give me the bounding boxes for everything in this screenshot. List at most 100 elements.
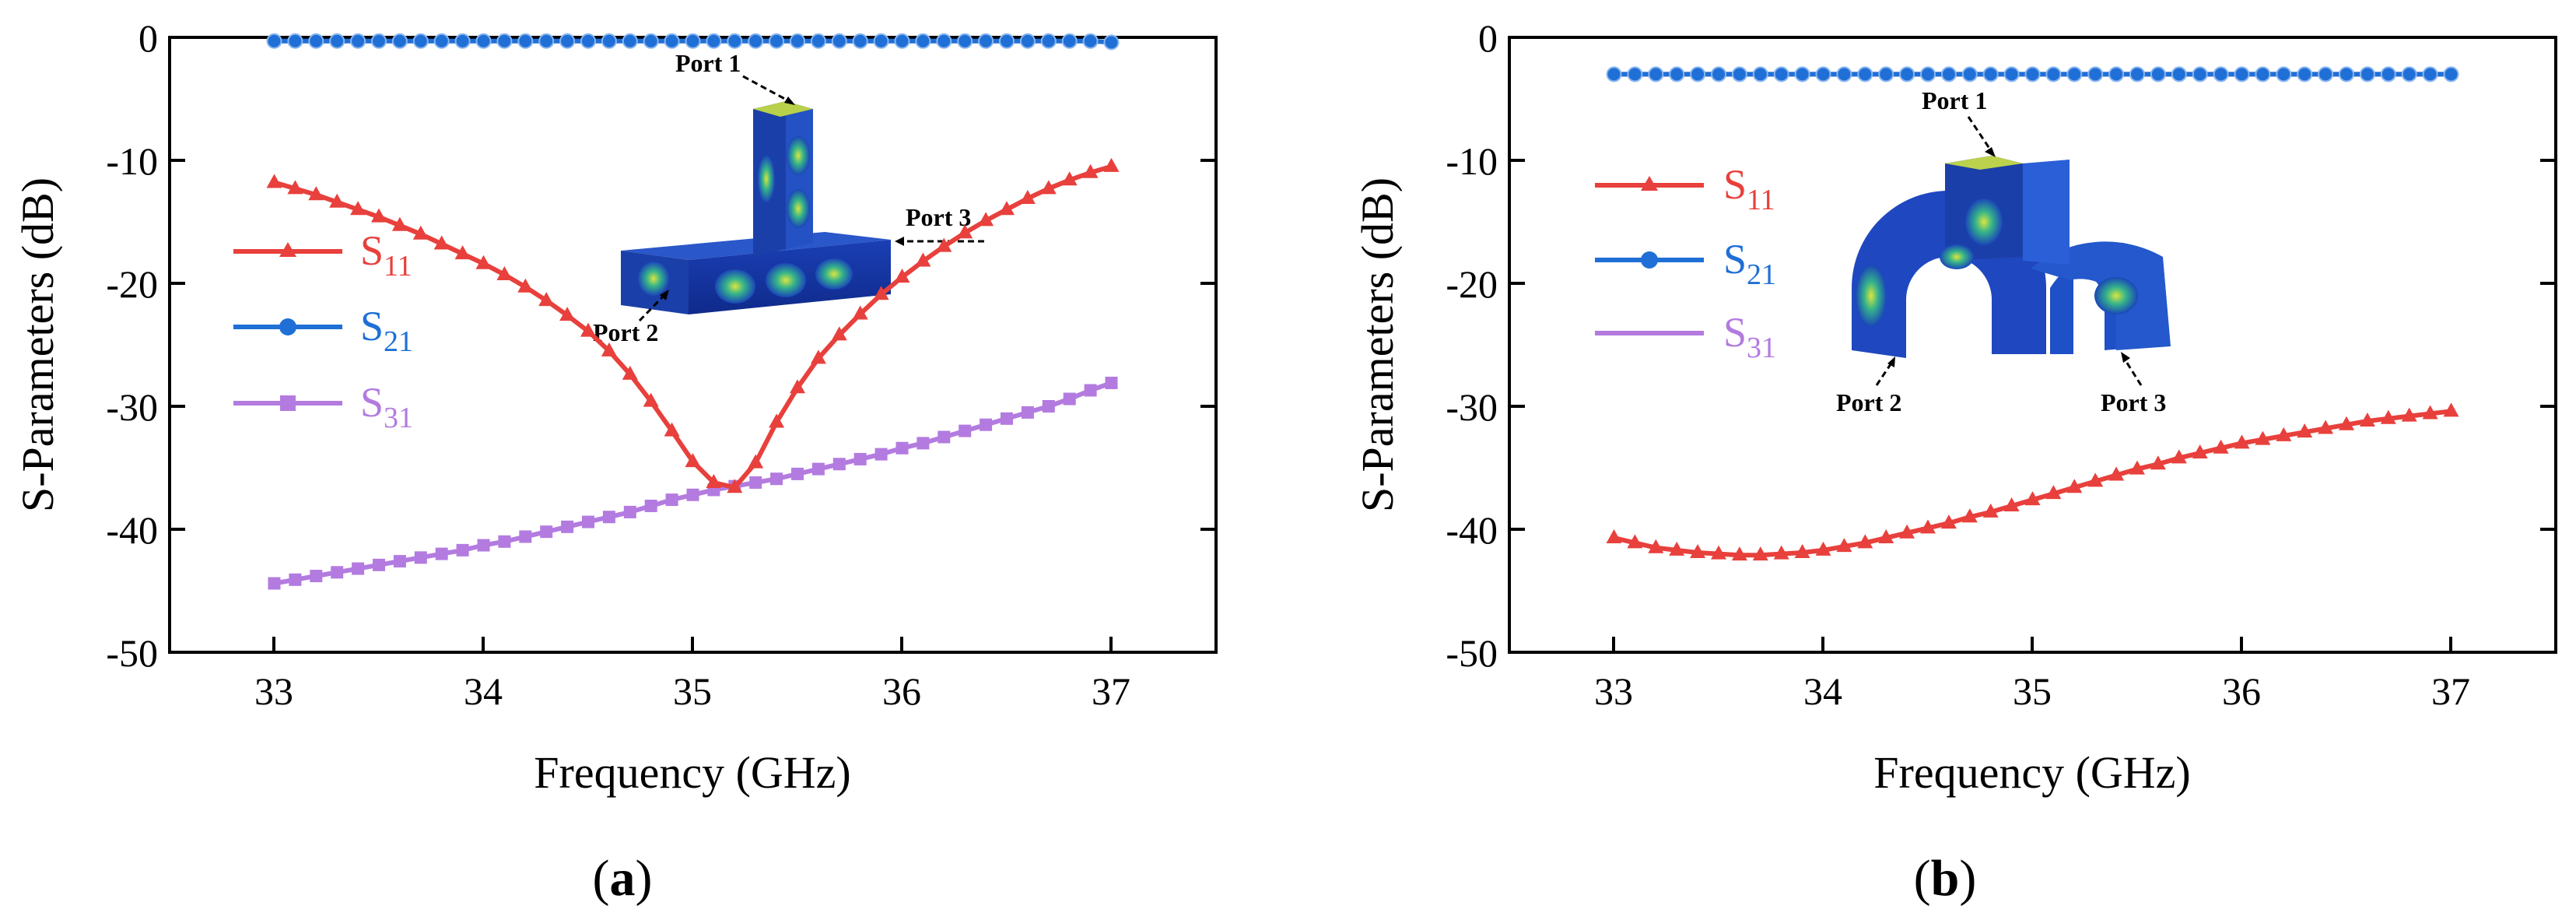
data-point-s21 xyxy=(2380,66,2396,83)
data-point-s21 xyxy=(1019,33,1036,49)
data-point-s11 xyxy=(391,216,408,231)
x-tick-label: 33 xyxy=(254,669,293,713)
data-point-s31 xyxy=(289,573,302,586)
inset-stem-front xyxy=(2023,160,2070,265)
data-point-s11 xyxy=(2339,416,2354,430)
data-point-s21 xyxy=(831,33,847,49)
data-point-s21 xyxy=(1103,34,1120,51)
legend-item-s21: S21 xyxy=(233,303,413,358)
data-point-s11 xyxy=(664,422,680,437)
legend-label: S11 xyxy=(1723,161,1775,216)
panel-b: 33 34 35 36 37 0 -10 -20 -30 -40 -50 Fre… xyxy=(1352,16,2557,798)
data-point-s21 xyxy=(1920,66,1936,83)
data-point-s21 xyxy=(559,33,576,49)
data-point-s21 xyxy=(308,33,324,49)
legend-label: S31 xyxy=(1723,309,1776,364)
arrowhead xyxy=(2121,352,2130,363)
data-point-s21 xyxy=(664,33,680,49)
data-point-s21 xyxy=(1711,66,1726,83)
data-point-s11 xyxy=(1103,157,1120,172)
data-point-s11 xyxy=(287,180,303,195)
arrowhead xyxy=(895,237,904,246)
data-point-s11 xyxy=(2192,444,2208,459)
data-point-s11 xyxy=(957,224,973,239)
data-point-s31 xyxy=(1021,406,1034,419)
data-point-s11 xyxy=(475,255,492,269)
data-point-s21 xyxy=(1961,66,1978,83)
data-point-s31 xyxy=(665,493,678,507)
data-point-s11 xyxy=(1711,545,1726,560)
data-point-s21 xyxy=(978,33,994,49)
data-point-s11 xyxy=(2276,427,2292,441)
y-tick-label: -40 xyxy=(106,508,158,552)
data-point-s11 xyxy=(706,473,722,488)
data-point-s21 xyxy=(915,33,931,49)
data-point-s11 xyxy=(350,201,366,216)
data-point-s21 xyxy=(957,33,973,49)
port-2-arrow xyxy=(638,293,667,322)
axis-ticks xyxy=(1509,159,2556,652)
data-point-s11 xyxy=(412,225,429,240)
data-point-s11 xyxy=(580,322,596,337)
data-point-s21 xyxy=(2171,66,2187,83)
y-tick-label: -20 xyxy=(1446,262,1498,306)
data-point-s21 xyxy=(1690,66,1706,83)
data-point-s11 xyxy=(936,237,952,252)
inset-field-spot xyxy=(2094,277,2138,314)
data-point-s21 xyxy=(2401,66,2417,83)
data-point-s31 xyxy=(373,558,385,571)
data-point-s11 xyxy=(2108,466,2125,481)
data-point-s11 xyxy=(2380,409,2396,424)
inset-field-spot xyxy=(758,156,775,202)
data-point-s21 xyxy=(1940,66,1957,83)
data-point-s21 xyxy=(748,33,764,49)
data-point-s11 xyxy=(748,454,764,469)
data-point-s11 xyxy=(2066,479,2083,493)
data-point-s31 xyxy=(331,566,344,579)
x-tick-label: 35 xyxy=(673,669,712,713)
axis-ticks xyxy=(170,36,1216,654)
legend-label: S11 xyxy=(360,227,412,283)
data-point-s31 xyxy=(352,562,365,575)
data-point-s21 xyxy=(2192,66,2208,83)
data-point-s11 xyxy=(1061,171,1078,186)
data-point-s11 xyxy=(1899,524,1915,539)
port-3-label: Port 3 xyxy=(906,203,971,231)
data-point-s21 xyxy=(2024,66,2041,83)
data-point-s21 xyxy=(2359,66,2375,83)
data-point-s11 xyxy=(517,278,534,293)
plot-frame xyxy=(168,36,1218,654)
data-point-s31 xyxy=(791,467,804,480)
y-tick-label: -50 xyxy=(106,631,158,675)
data-point-s11 xyxy=(1731,546,1747,561)
data-point-s11 xyxy=(433,235,450,250)
x-tick-label: 35 xyxy=(2013,669,2052,713)
data-point-s11 xyxy=(852,305,868,320)
data-point-s21 xyxy=(622,33,638,49)
data-point-s11 xyxy=(1082,163,1099,178)
data-point-s21 xyxy=(2213,66,2229,83)
data-point-s11 xyxy=(601,342,617,356)
data-point-s31 xyxy=(644,499,657,512)
port-1-arrow xyxy=(1967,116,1993,153)
arrowhead xyxy=(660,290,669,300)
data-point-s21 xyxy=(2045,66,2062,83)
data-point-s21 xyxy=(1899,66,1915,83)
data-point-s21 xyxy=(706,33,722,49)
data-point-s21 xyxy=(1773,66,1789,83)
data-point-s21 xyxy=(852,33,868,49)
y-tick-label: 0 xyxy=(138,16,158,60)
data-point-s21 xyxy=(999,33,1015,49)
port-3-label: Port 3 xyxy=(2101,388,2166,416)
arrowhead xyxy=(1887,356,1895,367)
data-point-s31 xyxy=(1001,412,1013,425)
data-point-s21 xyxy=(2276,66,2292,83)
data-point-s11 xyxy=(2003,497,2020,511)
panel-a: 33 34 35 36 37 0 -10 -20 -30 -40 -50 Fre… xyxy=(12,16,1218,798)
data-point-s21 xyxy=(1836,66,1852,83)
inset-field-spot xyxy=(638,262,669,296)
data-point-s21 xyxy=(643,33,659,49)
data-point-s11 xyxy=(1794,544,1810,559)
y-tick-label: -50 xyxy=(1446,631,1498,675)
